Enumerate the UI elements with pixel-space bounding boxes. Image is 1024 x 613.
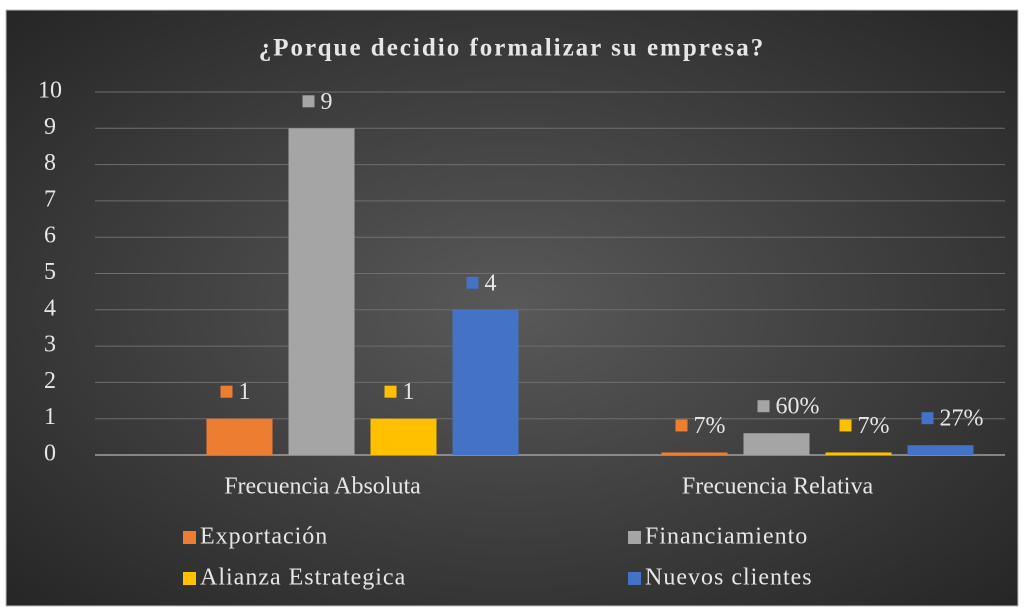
data-label: 7% bbox=[694, 413, 726, 439]
data-label: 4 bbox=[485, 270, 497, 296]
data-label: 9 bbox=[321, 89, 333, 115]
data-label-key bbox=[384, 385, 397, 398]
legend-label: Alianza Estrategica bbox=[200, 565, 406, 591]
bar bbox=[452, 309, 519, 455]
y-tick-label: 7 bbox=[44, 186, 56, 212]
data-label-key bbox=[757, 400, 770, 413]
bar bbox=[206, 418, 273, 455]
bar bbox=[288, 128, 355, 456]
bar bbox=[825, 452, 892, 455]
y-tick-label: 1 bbox=[44, 404, 56, 430]
data-label: 1 bbox=[403, 379, 415, 405]
chart-title: ¿Porque decidio formalizar su empresa? bbox=[259, 35, 766, 62]
y-tick-label: 10 bbox=[38, 78, 62, 104]
y-tick-label: 4 bbox=[44, 295, 56, 321]
data-label-key bbox=[921, 412, 934, 425]
chart-background bbox=[5, 9, 1019, 607]
bar bbox=[661, 452, 728, 455]
y-tick-label: 3 bbox=[44, 332, 56, 358]
legend-label: Nuevos clientes bbox=[645, 565, 813, 591]
y-tick-label: 9 bbox=[44, 114, 56, 140]
bar bbox=[743, 433, 810, 455]
data-label: 60% bbox=[776, 394, 820, 420]
y-tick-label: 0 bbox=[44, 441, 56, 467]
legend-key bbox=[628, 531, 641, 544]
data-label: 27% bbox=[940, 406, 984, 432]
x-tick-label: Frecuencia Absoluta bbox=[224, 474, 421, 500]
y-tick-label: 8 bbox=[44, 150, 56, 176]
x-tick-label: Frecuencia Relativa bbox=[682, 474, 874, 500]
data-label-key bbox=[675, 419, 688, 432]
data-label: 1 bbox=[239, 379, 251, 405]
data-label: 7% bbox=[858, 413, 890, 439]
legend-label: Financiamiento bbox=[645, 524, 808, 550]
y-tick-label: 5 bbox=[44, 259, 56, 285]
y-tick-label: 2 bbox=[44, 368, 56, 394]
bar bbox=[907, 445, 974, 455]
legend-label: Exportación bbox=[200, 524, 328, 550]
legend-key bbox=[183, 531, 196, 544]
legend-key bbox=[628, 572, 641, 585]
data-label-key bbox=[839, 419, 852, 432]
data-label-key bbox=[302, 95, 315, 108]
legend-key bbox=[183, 572, 196, 585]
data-label-key bbox=[466, 276, 479, 289]
data-label-key bbox=[220, 385, 233, 398]
bar bbox=[370, 418, 437, 455]
y-tick-label: 6 bbox=[44, 223, 56, 249]
